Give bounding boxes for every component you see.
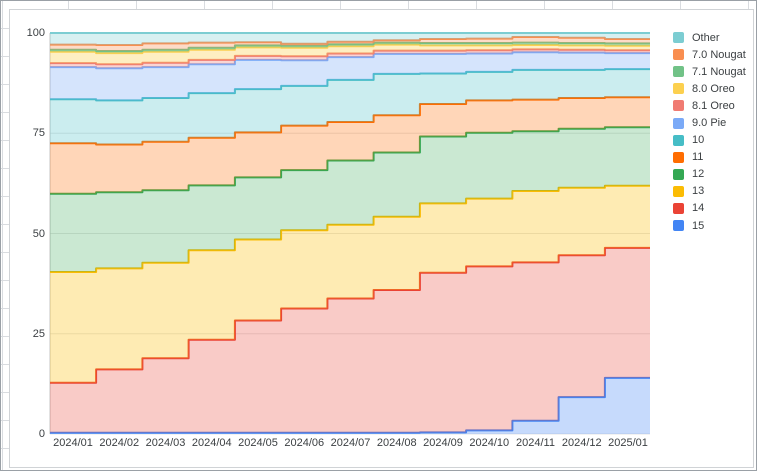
legend-label: 12 bbox=[692, 168, 705, 181]
x-tick-label-2024-03: 2024/03 bbox=[145, 437, 186, 449]
legend-swatch-icon bbox=[673, 100, 684, 112]
area-9-0-pie[interactable] bbox=[50, 52, 650, 101]
area-13[interactable] bbox=[50, 185, 650, 383]
legend-label: 10 bbox=[692, 134, 705, 147]
y-tick-label-50: 50 bbox=[32, 227, 45, 240]
x-tick-label-2024-01: 2024/01 bbox=[53, 437, 93, 449]
line-13 bbox=[50, 184, 650, 273]
line-10 bbox=[50, 68, 650, 102]
y-tick-label-75: 75 bbox=[32, 127, 45, 140]
legend-swatch-icon bbox=[673, 151, 684, 163]
x-tick-label-2024-11: 2024/11 bbox=[516, 437, 555, 449]
legend-item-8-1-oreo[interactable]: 8.1 Oreo bbox=[673, 97, 751, 114]
legend-label: 15 bbox=[692, 219, 705, 232]
legend-swatch-icon bbox=[673, 83, 684, 95]
x-tick-label-2024-10: 2024/10 bbox=[469, 437, 510, 449]
y-tick-label-25: 25 bbox=[32, 327, 45, 340]
legend-item-12[interactable]: 12 bbox=[673, 166, 751, 183]
legend-item-13[interactable]: 13 bbox=[673, 183, 751, 200]
area-12[interactable] bbox=[50, 127, 650, 272]
legend-item-8-0-oreo[interactable]: 8.0 Oreo bbox=[673, 80, 751, 97]
area-8-0-oreo[interactable] bbox=[50, 44, 650, 65]
legend-swatch-icon bbox=[673, 185, 684, 197]
x-tick-label-2024-07: 2024/07 bbox=[330, 437, 371, 449]
x-tick-label-2024-02: 2024/02 bbox=[99, 437, 140, 449]
area-8-1-oreo[interactable] bbox=[50, 49, 650, 69]
area-10[interactable] bbox=[50, 69, 650, 145]
legend-swatch-icon bbox=[673, 220, 684, 232]
line-14 bbox=[50, 246, 650, 384]
legend-swatch-icon bbox=[673, 32, 684, 44]
legend-label: 9.0 Pie bbox=[692, 117, 727, 130]
legend-label: 7.0 Nougat bbox=[692, 48, 746, 61]
line-8-1-oreo bbox=[50, 48, 650, 66]
line-11 bbox=[50, 96, 650, 146]
x-tick-label-2025-01: 2025/01 bbox=[608, 437, 648, 449]
legend-item-other[interactable]: Other bbox=[673, 29, 751, 46]
legend-swatch-icon bbox=[673, 66, 684, 78]
x-tick-label-2024-05: 2024/05 bbox=[238, 437, 278, 449]
area-7-1-nougat[interactable] bbox=[50, 42, 650, 54]
legend-item-7-1-nougat[interactable]: 7.1 Nougat bbox=[673, 63, 751, 80]
line-12 bbox=[50, 126, 650, 195]
spreadsheet-grid-top bbox=[1, 1, 756, 9]
legend-swatch-icon bbox=[673, 49, 684, 61]
legend-label: Other bbox=[692, 31, 720, 44]
spreadsheet-grid-left bbox=[1, 1, 9, 470]
line-15 bbox=[50, 376, 650, 434]
area-other[interactable] bbox=[50, 33, 650, 45]
legend-item-11[interactable]: 11 bbox=[673, 149, 751, 166]
y-tick-label-100: 100 bbox=[26, 27, 45, 39]
legend-label: 14 bbox=[692, 202, 705, 215]
x-tick-label-2024-06: 2024/06 bbox=[284, 437, 325, 449]
legend-label: 8.1 Oreo bbox=[692, 99, 735, 112]
legend-item-15[interactable]: 15 bbox=[673, 217, 751, 234]
legend-item-14[interactable]: 14 bbox=[673, 200, 751, 217]
chart-card[interactable]: 100 75 50 25 0 2024/01 2024/02 2024/03 2024/04 2… bbox=[9, 9, 754, 468]
y-tick-label-0: 0 bbox=[38, 428, 45, 440]
x-tick-label-2024-04: 2024/04 bbox=[191, 437, 232, 449]
legend-label: 11 bbox=[692, 151, 704, 164]
legend-item-10[interactable]: 10 bbox=[673, 132, 751, 149]
legend-item-7-0-nougat[interactable]: 7.0 Nougat bbox=[673, 46, 751, 63]
area-11[interactable] bbox=[50, 97, 650, 194]
stacked-area-plot[interactable] bbox=[10, 10, 753, 467]
legend-label: 13 bbox=[692, 185, 705, 198]
legend-swatch-icon bbox=[673, 134, 684, 146]
legend-item-9-0-pie[interactable]: 9.0 Pie bbox=[673, 114, 751, 131]
legend: Other 7.0 Nougat 7.1 Nougat 8.0 Oreo 8.1 Ore… bbox=[673, 29, 751, 234]
area-7-0-nougat[interactable] bbox=[50, 37, 650, 51]
legend-swatch-icon bbox=[673, 202, 684, 214]
area-14[interactable] bbox=[50, 247, 650, 433]
x-tick-label-2024-09: 2024/09 bbox=[423, 437, 463, 449]
x-tick-label-2024-12: 2024/12 bbox=[561, 437, 602, 449]
legend-label: 7.1 Nougat bbox=[692, 65, 746, 78]
area-15[interactable] bbox=[50, 377, 650, 434]
legend-label: 8.0 Oreo bbox=[692, 82, 735, 95]
legend-swatch-icon bbox=[673, 117, 684, 129]
legend-swatch-icon bbox=[673, 168, 684, 180]
x-tick-label-2024-08: 2024/08 bbox=[376, 437, 417, 449]
line-7-0-nougat bbox=[50, 36, 650, 46]
